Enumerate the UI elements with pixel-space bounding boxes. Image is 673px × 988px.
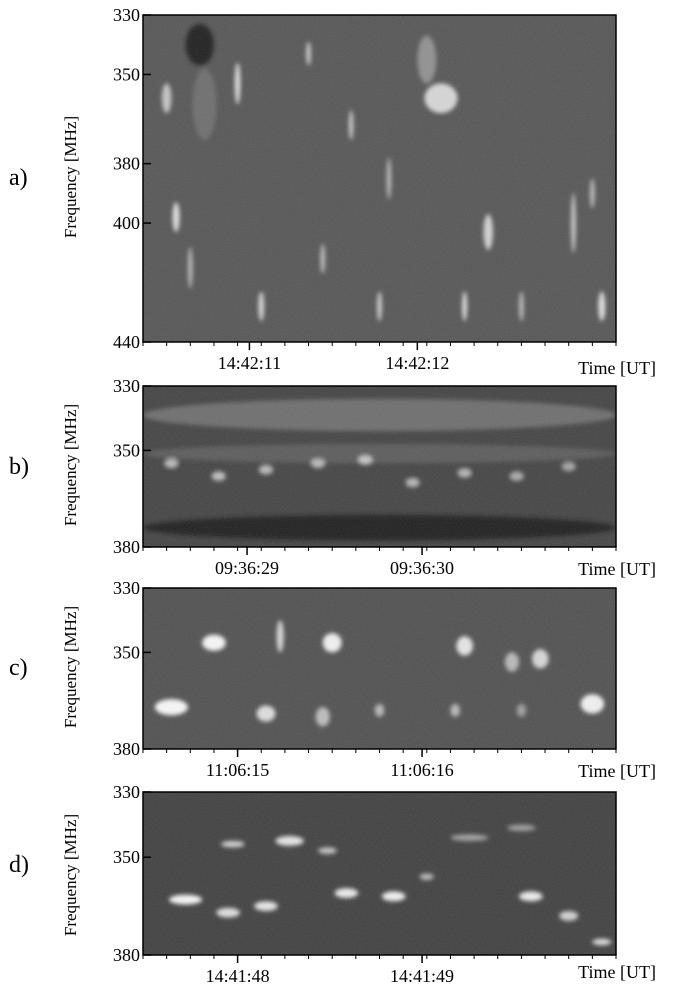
y-tick-label-d-1: 350 (113, 847, 140, 867)
x-tick-label-b-1: 09:36:30 (390, 558, 454, 578)
x-tick-label-c-1: 11:06:16 (390, 760, 453, 780)
y-tick-label-b-2: 380 (113, 537, 140, 557)
y-tick-label-b-0: 330 (113, 376, 140, 396)
panel-label-a: a) (9, 165, 28, 191)
panel-label-c: c) (9, 655, 28, 681)
y-tick-label-d-2: 380 (113, 945, 140, 965)
x-tick-label-c-0: 11:06:15 (206, 760, 269, 780)
y-tick-label-a-2: 380 (113, 154, 140, 174)
y-axis-label-c: Frequency [MHz] (61, 606, 80, 728)
y-ticks-a: 330 350 380 400 440 (113, 5, 151, 352)
y-axis-label-b: Frequency [MHz] (61, 404, 80, 526)
panel-label-b: b) (9, 454, 29, 480)
y-axis-label-a: Frequency [MHz] (61, 116, 80, 238)
panel-a: a) Frequency [MHz] 330 350 380 400 440 14:42… (9, 5, 656, 378)
y-tick-label-a-3: 400 (113, 213, 140, 233)
spectrogram-image-c (143, 588, 616, 749)
x-axis-label-b: Time [UT] (578, 559, 656, 579)
x-tick-label-d-0: 14:41:48 (206, 966, 270, 986)
panel-label-d: d) (9, 852, 29, 878)
y-tick-label-c-1: 350 (113, 642, 140, 662)
y-tick-label-a-4: 440 (113, 332, 140, 352)
y-axis-label-d: Frequency [MHz] (61, 814, 80, 936)
y-tick-label-c-2: 380 (113, 739, 140, 759)
y-tick-label-a-0: 330 (113, 5, 140, 25)
x-axis-label-c: Time [UT] (578, 761, 656, 781)
y-ticks-d: 330 350 380 (113, 782, 151, 965)
y-ticks-c: 330 350 380 (113, 578, 151, 759)
x-tick-label-d-1: 14:41:49 (390, 966, 454, 986)
y-tick-label-b-1: 350 (113, 440, 140, 460)
y-ticks-b: 330 350 380 (113, 376, 151, 557)
x-ticks-b: 09:36:29 09:36:30 (142, 547, 617, 578)
x-tick-label-a-1: 14:42:12 (385, 353, 449, 373)
x-ticks-a: 14:42:11 14:42:12 (142, 342, 617, 373)
x-ticks-c: 11:06:15 11:06:16 (142, 749, 617, 780)
y-tick-label-a-1: 350 (113, 64, 140, 84)
y-tick-label-c-0: 330 (113, 578, 140, 598)
spectrogram-image-b (143, 386, 616, 547)
x-tick-label-b-0: 09:36:29 (215, 558, 279, 578)
x-ticks-d: 14:41:48 14:41:49 (142, 955, 617, 986)
x-axis-label-a: Time [UT] (578, 358, 656, 378)
y-tick-label-d-0: 330 (113, 782, 140, 802)
spectrogram-image-d (143, 792, 616, 955)
spectrogram-image-a (143, 15, 616, 342)
x-axis-label-d: Time [UT] (578, 962, 656, 982)
x-tick-label-a-0: 14:42:11 (218, 353, 281, 373)
